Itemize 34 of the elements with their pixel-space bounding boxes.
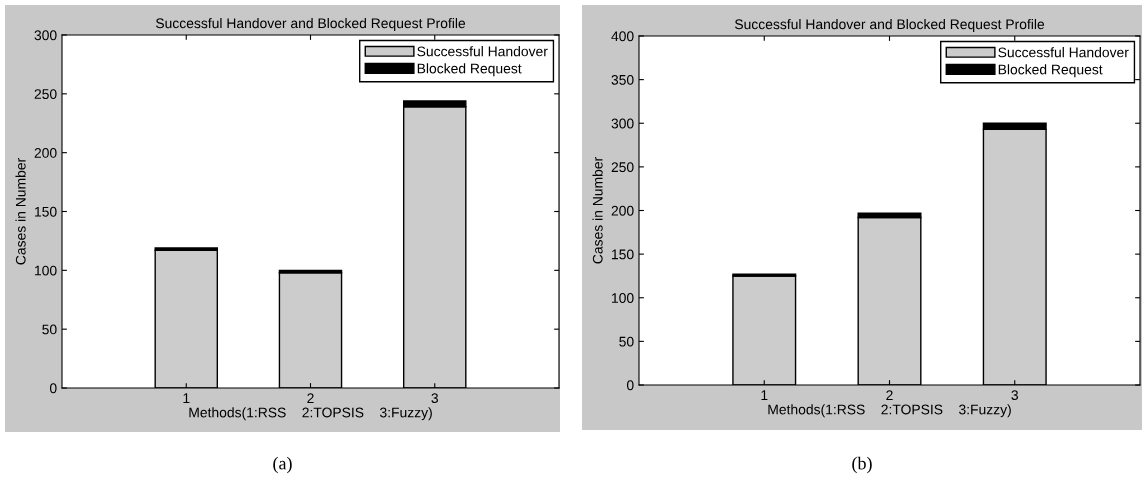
- x-tick-label: 1: [761, 390, 768, 400]
- y-tick-label: 300: [34, 30, 57, 41]
- y-tick-label: 0: [49, 383, 57, 394]
- y-axis-title: Cases in Number: [592, 157, 603, 264]
- y-tick-label: 100: [35, 265, 57, 276]
- y-tick-label: 200: [611, 205, 634, 216]
- y-axis-title: Cases in Number: [15, 158, 26, 265]
- text: (a): [273, 456, 292, 474]
- chart-title: Successful Handover and Blocked Request Profile: [734, 18, 1045, 32]
- legend-label: Blocked Request: [417, 63, 522, 77]
- y-tick-label: 0: [626, 380, 634, 391]
- y-tick-label: 150: [35, 206, 57, 217]
- y-tick-label: 300: [611, 118, 634, 129]
- legend-label: Successful Handover: [417, 46, 548, 57]
- y-tick-label: 350: [611, 74, 634, 85]
- legend-label: Successful Handover: [998, 47, 1129, 58]
- chart-title: Successful Handover and Blocked Request Profile: [155, 17, 466, 31]
- x-tick-label: 1: [183, 393, 190, 403]
- y-tick-label: 400: [611, 31, 634, 42]
- y-tick-label: 150: [612, 249, 634, 260]
- text: (b): [852, 456, 872, 474]
- y-tick-label: 100: [612, 293, 634, 303]
- x-axis-title: Methods(1:RSS 2:TOPSIS 3:Fuzzy): [768, 404, 1011, 418]
- x-axis-title: Methods(1:RSS 2:TOPSIS 3:Fuzzy): [189, 407, 432, 421]
- x-tick-label: 3: [1011, 390, 1018, 401]
- y-tick-label: 50: [42, 324, 57, 335]
- y-tick-label: 50: [619, 336, 634, 347]
- x-tick-label: 2: [307, 393, 314, 403]
- legend-label: Blocked Request: [998, 64, 1103, 78]
- y-tick-label: 200: [34, 148, 57, 158]
- y-tick-label: 250: [611, 162, 634, 173]
- x-tick-label: 3: [431, 393, 438, 404]
- y-tick-label: 250: [34, 89, 57, 99]
- x-tick-label: 2: [886, 390, 893, 400]
